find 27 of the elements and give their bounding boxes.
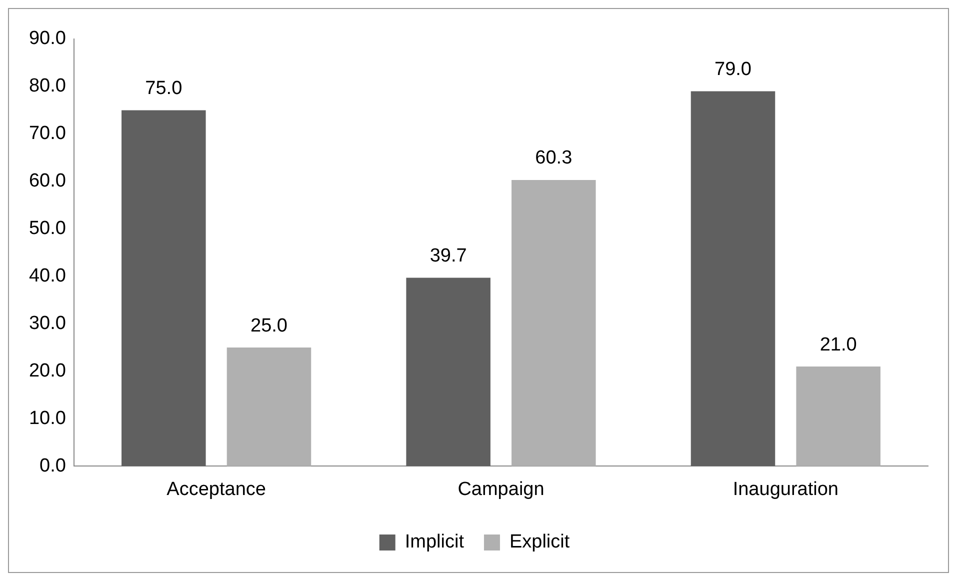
data-label: 21.0 [820, 334, 857, 356]
x-tick-label: Campaign [458, 478, 544, 500]
data-label: 39.7 [430, 245, 467, 266]
bar [226, 348, 312, 466]
data-label: 25.0 [250, 315, 288, 336]
x-tick-label: Acceptance [166, 478, 266, 500]
legend-label: Explicit [509, 532, 570, 553]
y-tick-label: 90.0 [28, 28, 66, 50]
y-tick-label: 70.0 [28, 123, 66, 144]
y-tick-label: 80.0 [28, 76, 66, 97]
y-tick-label: 60.0 [28, 170, 66, 192]
y-tick-label: 10.0 [28, 408, 66, 429]
y-tick-label: 20.0 [28, 360, 66, 382]
data-label: 79.0 [714, 58, 752, 80]
bar [512, 180, 596, 466]
data-label: 60.3 [535, 148, 572, 169]
y-tick-label: 40.0 [28, 266, 66, 287]
bar [690, 91, 776, 466]
data-label: 75.0 [145, 78, 182, 99]
x-tick-label: Inauguration [732, 478, 838, 500]
bar [122, 110, 206, 466]
bar [406, 278, 490, 466]
bar [796, 366, 880, 466]
y-tick-label: 30.0 [28, 313, 66, 334]
legend-label: Implicit [404, 532, 465, 553]
y-tick-label: 0.0 [40, 455, 66, 476]
y-tick-label: 50.0 [28, 218, 66, 240]
